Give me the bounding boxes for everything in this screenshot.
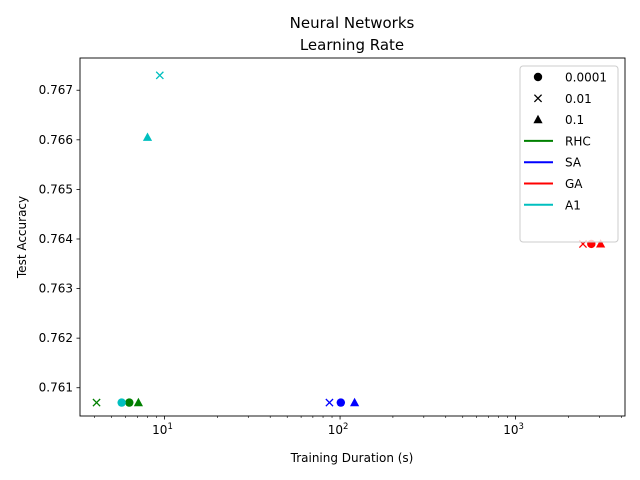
- legend-marker: [533, 114, 543, 124]
- plot-area: 101 102 103 0.761 0.762 0.763 0.764 0.765 0.766 0…: [39, 57, 626, 437]
- y-tick-label: 0.763: [39, 282, 73, 296]
- data-point: [125, 398, 134, 407]
- x-tick-label: 101: [152, 422, 173, 437]
- legend-label: 0.0001: [565, 71, 607, 85]
- y-tick-label: 0.765: [39, 182, 73, 196]
- data-point: [596, 239, 606, 248]
- x-tick-label: 102: [328, 422, 349, 437]
- data-point: [142, 132, 153, 141]
- y-tick-label: 0.761: [39, 381, 73, 395]
- data-point: [155, 71, 164, 80]
- legend-label: RHC: [565, 134, 591, 148]
- legend-label: 0.1: [565, 113, 584, 127]
- x-tick-label: 103: [503, 422, 524, 437]
- y-tick-label: 0.764: [39, 232, 73, 246]
- chart-title: Neural Networks: [290, 14, 415, 32]
- legend-label: SA: [565, 156, 582, 170]
- chart-subtitle: Learning Rate: [300, 36, 404, 54]
- data-point: [117, 398, 126, 407]
- legend: 0.0001 0.01 0.1 RHC SA GA A1: [519, 65, 619, 243]
- data-point: [325, 398, 334, 407]
- data-point: [133, 397, 144, 407]
- y-tick-label: 0.766: [39, 133, 73, 147]
- legend-box: [519, 65, 619, 243]
- legend-marker: [533, 94, 543, 103]
- data-point: [349, 397, 360, 407]
- x-axis-label: Training Duration (s): [290, 451, 414, 465]
- legend-marker: [533, 72, 543, 82]
- y-tick-label: 0.762: [39, 331, 73, 345]
- data-point: [92, 398, 101, 407]
- axes-frame: [79, 57, 626, 417]
- legend-label: 0.01: [565, 92, 592, 106]
- data-point: [336, 398, 346, 407]
- y-axis-label: Test Accuracy: [15, 196, 29, 279]
- y-tick-label: 0.767: [39, 83, 73, 97]
- legend-label: A1: [565, 198, 581, 212]
- legend-label: GA: [565, 177, 583, 191]
